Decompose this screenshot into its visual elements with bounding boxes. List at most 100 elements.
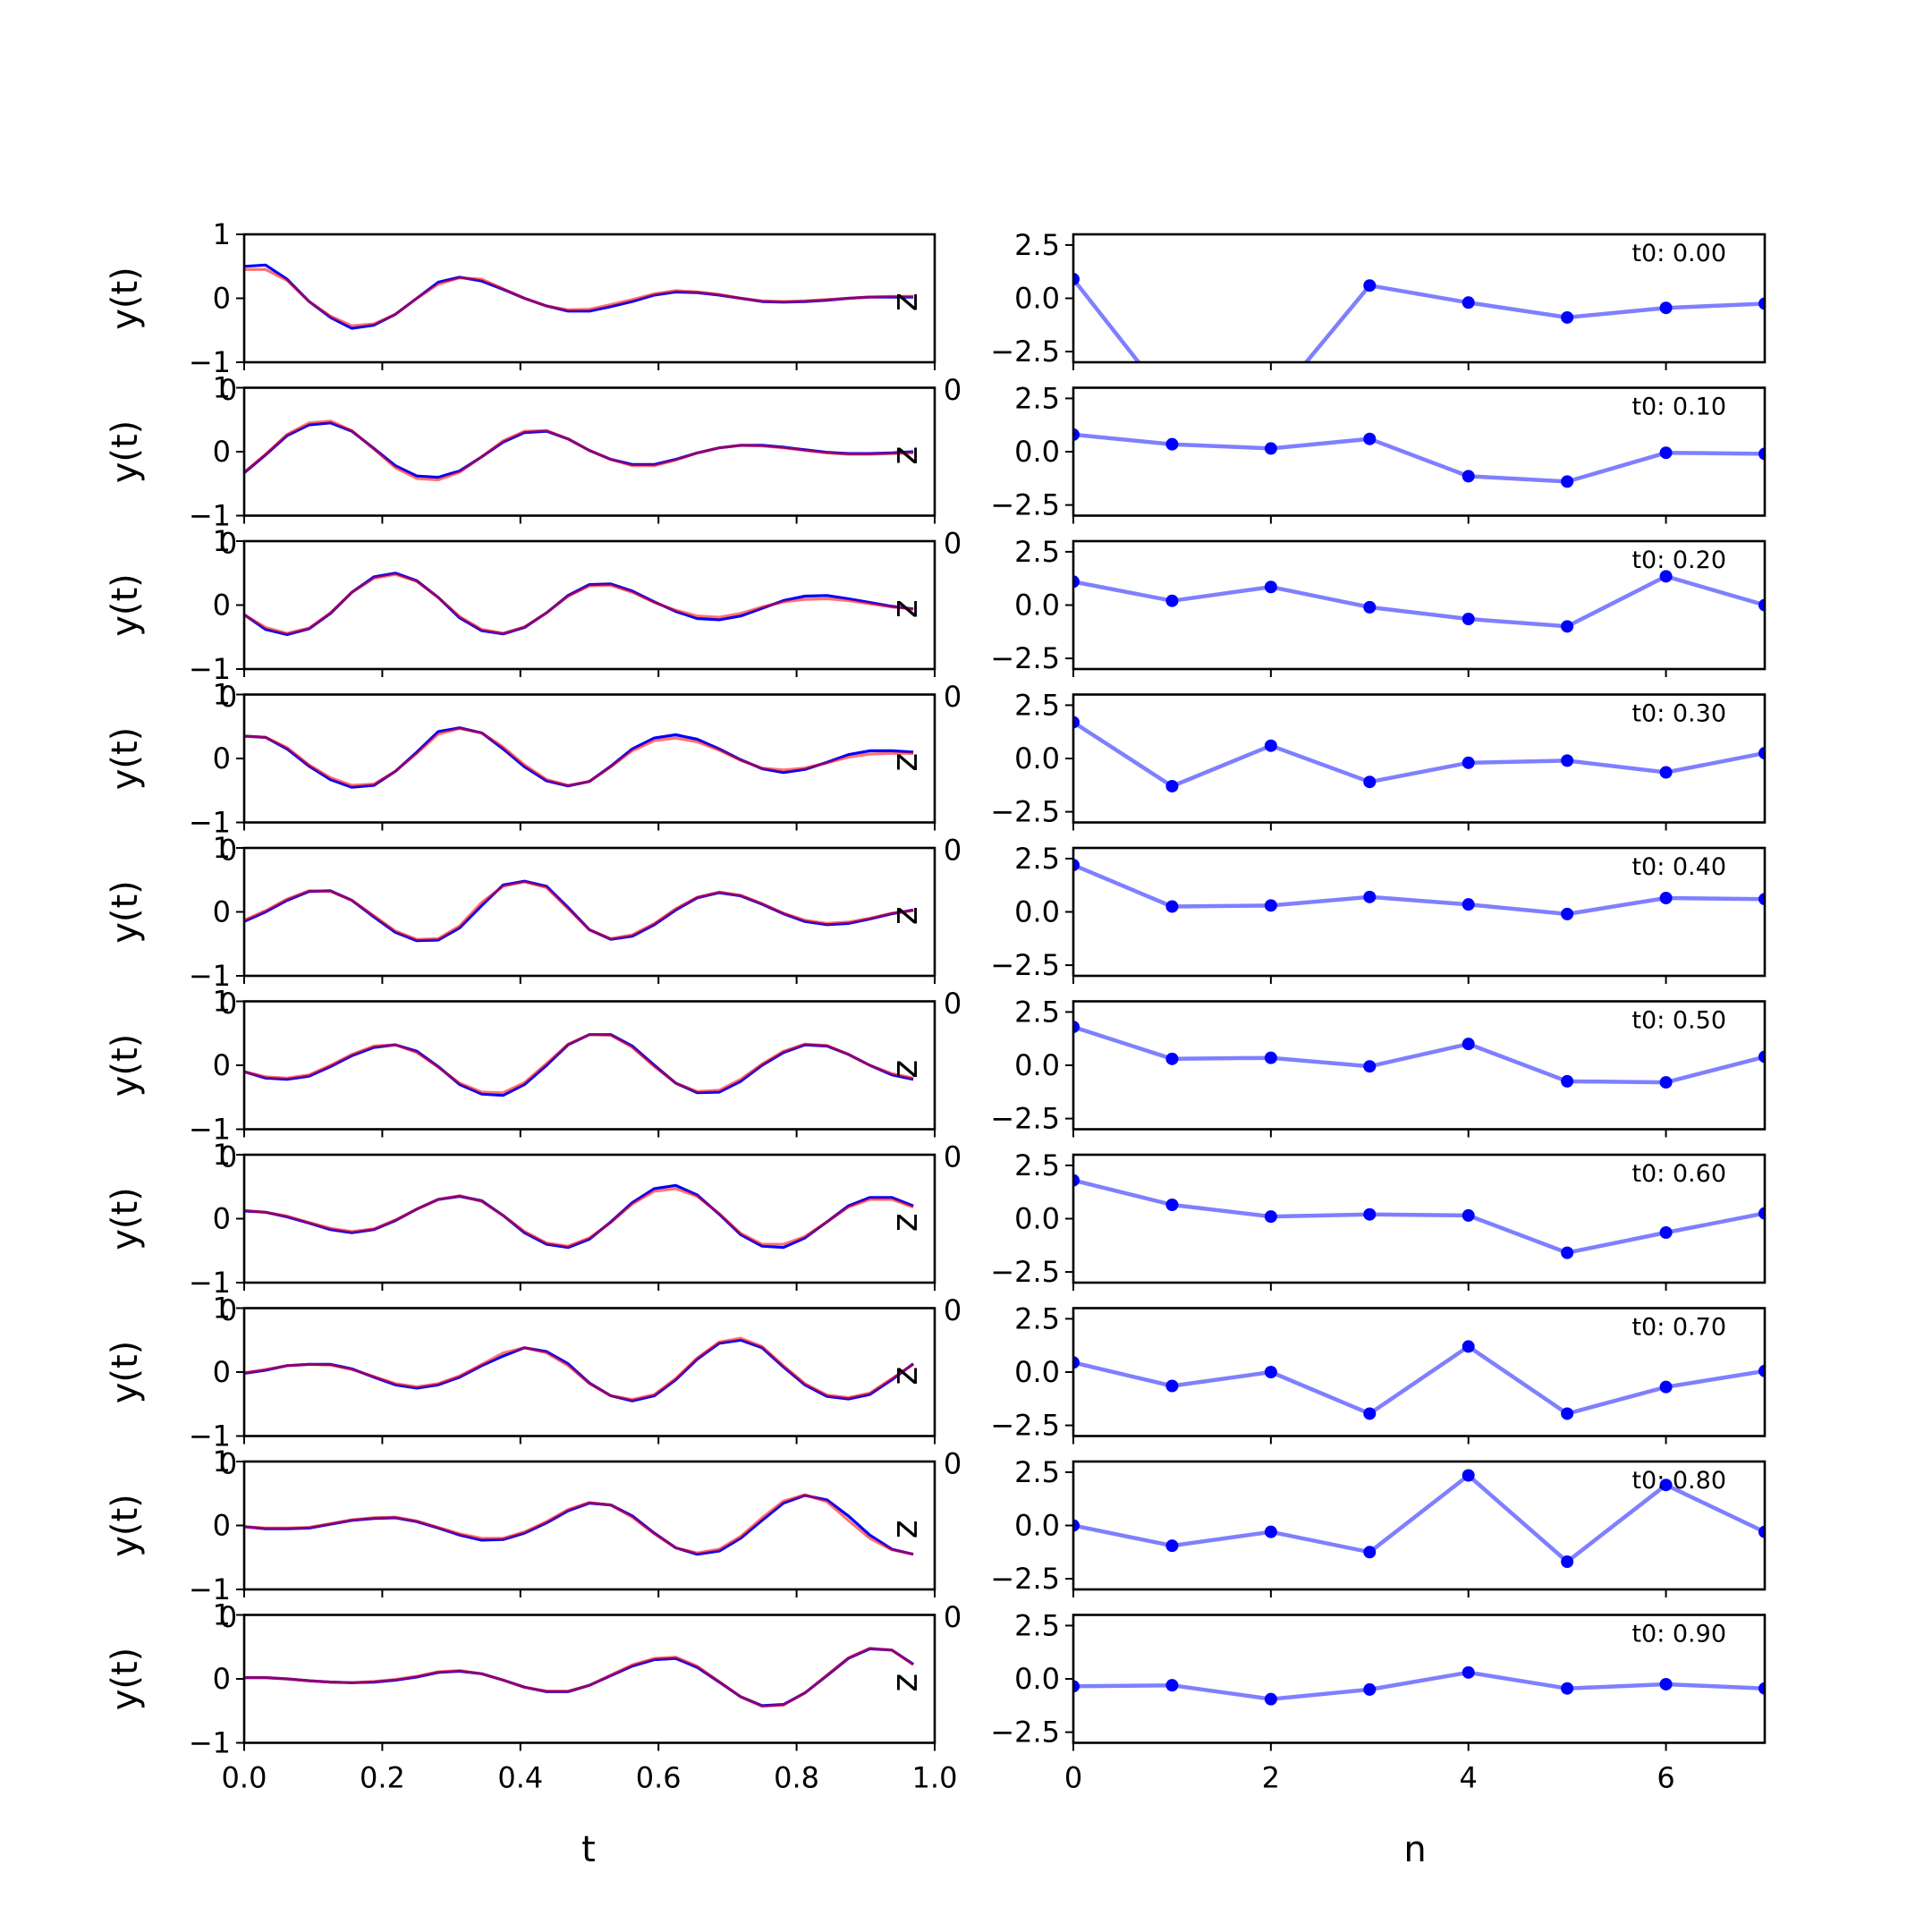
latent-point xyxy=(1264,1692,1277,1706)
latent-point xyxy=(1659,301,1673,315)
z-label: z xyxy=(885,753,926,772)
y-axis-label: y(t) xyxy=(105,727,146,791)
axes-frame xyxy=(242,1307,936,1437)
latent-point xyxy=(1165,1052,1179,1065)
latent-point xyxy=(1758,1207,1765,1220)
signal-line-red xyxy=(244,1033,914,1095)
latent-point xyxy=(1363,1060,1377,1073)
overlay-tick-text: 0 xyxy=(944,987,962,1021)
y-tick-label: 0 xyxy=(213,1202,231,1236)
t0-annotation: t0: 0.50 xyxy=(1631,1007,1726,1035)
signal-line-red xyxy=(244,1493,914,1556)
y-tick-label: 0 xyxy=(213,1048,231,1082)
latent-point xyxy=(1165,1539,1179,1553)
latent-point xyxy=(1165,1679,1179,1692)
latent-point xyxy=(1264,739,1277,752)
latent-point xyxy=(1462,1208,1475,1222)
y-axis-label: y(t) xyxy=(105,1494,146,1557)
latent-point xyxy=(1561,1407,1574,1420)
overlay-tick-text: 0 xyxy=(944,373,962,407)
z-label: z xyxy=(885,599,926,618)
latent-point xyxy=(1264,580,1277,594)
latent-point xyxy=(1462,1665,1475,1679)
latent-point xyxy=(1363,1407,1377,1420)
y-tick-label: 1 xyxy=(213,1138,231,1172)
signal-line-blue xyxy=(244,1494,914,1556)
y-tick-label: −1 xyxy=(189,1113,231,1147)
latent-point xyxy=(1462,296,1475,309)
signal-line-blue xyxy=(244,879,914,943)
y-tick-label: 2.5 xyxy=(1014,1455,1060,1489)
y-tick-label: 0 xyxy=(213,1509,231,1543)
latent-point xyxy=(1165,900,1179,913)
y-axis-label: y(t) xyxy=(105,267,146,330)
y-axis-label: y(t) xyxy=(105,420,146,484)
latent-panel-3: 2.5 0.0 −2.5 t0: 0.30 xyxy=(990,688,1767,831)
y-tick-label: 0.0 xyxy=(1014,1048,1060,1082)
latent-point xyxy=(1363,1682,1377,1696)
latent-panel-6: 2.5 0.0 −2.5 t0: 0.60 xyxy=(990,1148,1767,1291)
signal-line-red xyxy=(244,1187,914,1248)
y-tick-label: −2.5 xyxy=(990,1716,1060,1750)
axes-frame xyxy=(242,1000,936,1131)
x-axis-label-n: n xyxy=(1403,1829,1426,1870)
latent-point xyxy=(1363,775,1377,789)
latent-point xyxy=(1264,1525,1277,1538)
y-axis-label: y(t) xyxy=(105,880,146,944)
z-label: z xyxy=(885,1674,926,1692)
signal-line-red xyxy=(244,572,914,635)
latent-point xyxy=(1363,1546,1377,1559)
latent-point xyxy=(1758,747,1765,760)
x-tick-label: 0.8 xyxy=(774,1761,819,1795)
latent-line xyxy=(1073,720,1765,789)
y-tick-label: 0.0 xyxy=(1014,1355,1060,1389)
y-tick-label: −2.5 xyxy=(990,1409,1060,1443)
y-tick-label: 0 xyxy=(213,435,231,469)
y-tick-label: −1 xyxy=(189,1419,231,1453)
y-tick-label: 0.0 xyxy=(1014,435,1060,469)
y-tick-label: 1 xyxy=(213,371,231,405)
y-tick-label: −2.5 xyxy=(990,335,1060,369)
latent-point xyxy=(1073,1519,1080,1532)
latent-point xyxy=(1659,1677,1673,1690)
latent-line xyxy=(1073,574,1765,629)
axes-frame xyxy=(242,1460,936,1591)
latent-panel-8: 2.5 0.0 −2.5 t0: 0.80 xyxy=(990,1455,1767,1597)
y-tick-label: 2.5 xyxy=(1014,381,1060,415)
y-tick-label: −1 xyxy=(189,806,231,840)
z-label: z xyxy=(885,292,926,311)
latent-point xyxy=(1165,779,1179,792)
latent-point xyxy=(1561,754,1574,767)
latent-point xyxy=(1758,893,1765,906)
signal-line-red xyxy=(244,726,914,787)
overlay-tick-text: 0 xyxy=(944,527,962,561)
y-tick-label: 0 xyxy=(213,1662,231,1696)
t0-annotation: t0: 0.90 xyxy=(1631,1621,1726,1648)
latent-panel-7: 2.5 0.0 −2.5 t0: 0.70 xyxy=(990,1301,1767,1445)
latent-point xyxy=(1561,1074,1574,1088)
latent-panel-9: 2.5 0.0 −2.50 2 4 6 t0: 0.90 xyxy=(990,1608,1767,1795)
latent-point xyxy=(1073,1021,1080,1034)
latent-point xyxy=(1561,907,1574,920)
x-axis-label-t: t xyxy=(581,1829,596,1870)
signal-line-blue xyxy=(244,572,914,637)
y-tick-label: −1 xyxy=(189,345,231,379)
signal-line-blue xyxy=(244,1338,915,1402)
latent-point xyxy=(1165,1199,1179,1212)
latent-point xyxy=(1561,475,1574,488)
t0-annotation: t0: 0.40 xyxy=(1631,853,1726,881)
latent-line xyxy=(1073,863,1765,917)
y-tick-label: 1 xyxy=(213,1292,231,1326)
y-axis-label: y(t) xyxy=(105,573,146,637)
axes-frame xyxy=(242,846,936,978)
latent-point xyxy=(1165,437,1179,451)
